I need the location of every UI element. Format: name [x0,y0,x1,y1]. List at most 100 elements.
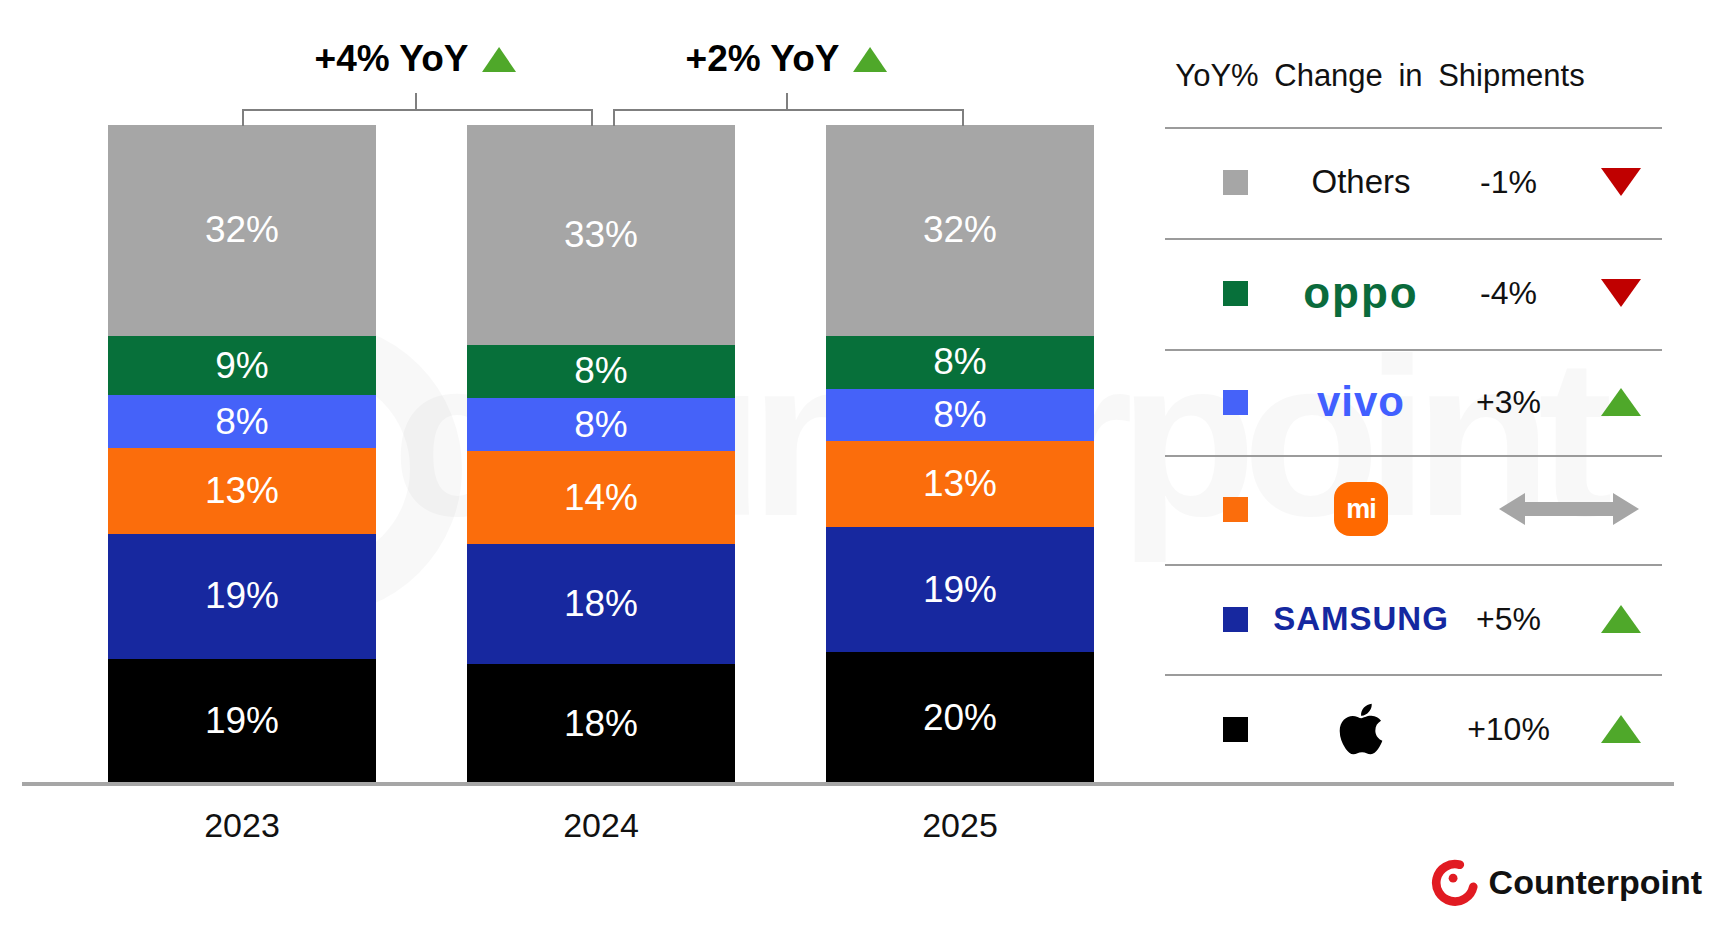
bar-segment-2023-apple: 19% [108,659,376,784]
legend-swatch-apple [1223,717,1248,742]
bar-segment-2024-oppo: 8% [467,345,735,398]
x-axis-label-2024: 2024 [467,806,735,845]
bar-2024: 18% 18% 14% 8% 8% 33% [467,125,735,784]
down-triangle-icon [1601,168,1641,196]
bar-segment-2025-oppo: 8% [826,336,1094,389]
down-triangle-icon [1601,279,1641,307]
 [1525,502,1613,516]
legend-divider-4 [1165,455,1662,457]
segment-value-label: 20% [923,697,997,739]
legend-arrow-cell-others [1561,168,1681,196]
bar-segment-2024-xiaomi: 14% [467,451,735,544]
yoy-bracket-tick-2 [786,93,788,110]
segment-value-label: 18% [564,583,638,625]
oppo-logo-text: oppo [1303,268,1419,318]
bar-segment-2024-others: 33% [467,125,735,345]
counterpoint-logo: Counterpoint [1431,858,1702,906]
yoy-bracket-2 [613,109,964,126]
segment-value-label: 13% [923,463,997,505]
legend-logo-vivo: vivo [1266,378,1456,426]
legend-logo-others: Others [1266,163,1456,201]
legend-change-samsung: +5% [1456,601,1561,638]
legend-divider-5 [1165,564,1662,566]
x-axis-baseline [22,782,1674,786]
legend-swatch-others [1223,170,1248,195]
segment-value-label: 32% [205,209,279,251]
legend-arrow-cell-vivo [1561,388,1681,416]
bar-segment-2025-xiaomi: 13% [826,441,1094,527]
legend-row-apple: +10% [1165,694,1680,764]
mi-logo-text: mi [1346,494,1376,525]
bar-2023: 19% 19% 13% 8% 9% 32% [108,125,376,784]
legend-divider-6 [1165,674,1662,676]
segment-value-label: 18% [564,703,638,745]
legend-logo-apple [1266,700,1456,758]
segment-value-label: 8% [215,401,268,443]
bar-segment-2023-others: 32% [108,125,376,336]
legend-swatch-samsung [1223,607,1248,632]
up-triangle-icon [1601,605,1641,633]
bar-2025: 20% 19% 13% 8% 8% 32% [826,125,1094,784]
xiaomi-mi-logo-icon: mi [1334,482,1388,536]
counterpoint-wordmark: Counterpoint [1489,863,1702,902]
segment-value-label: 19% [923,569,997,611]
legend-logo-samsung: SAMSUNG [1266,600,1456,638]
yoy-label-2: +2% YoY [686,38,888,80]
segment-value-label: 8% [933,341,986,383]
vivo-logo-text: vivo [1317,378,1405,426]
up-triangle-icon [482,47,516,72]
legend-row-others: Others -1% [1165,147,1680,217]
legend-change-apple: +10% [1456,711,1561,748]
segment-value-label: 32% [923,209,997,251]
legend-swatch-vivo [1223,390,1248,415]
up-triangle-icon [1601,388,1641,416]
legend-divider-3 [1165,349,1662,351]
 [1613,493,1639,525]
yoy-label-text: +2% YoY [686,38,840,80]
counterpoint-c-icon [1431,858,1479,906]
yoy-bracket-tick-1 [415,93,417,110]
legend-arrow-cell-oppo [1561,279,1681,307]
segment-value-label: 9% [215,345,268,387]
yoy-bracket-1 [242,109,593,126]
segment-value-label: 8% [574,404,627,446]
samsung-logo-text: SAMSUNG [1273,600,1449,638]
bar-segment-2023-oppo: 9% [108,336,376,395]
legend-logo-oppo: oppo [1266,268,1456,318]
up-triangle-icon [853,47,887,72]
bar-segment-2025-vivo: 8% [826,389,1094,442]
legend-divider-1 [1165,127,1662,129]
segment-value-label: 13% [205,470,279,512]
bar-segment-2024-samsung: 18% [467,544,735,664]
bar-segment-2025-others: 32% [826,125,1094,336]
segment-value-label: 19% [205,700,279,742]
bar-segment-2023-samsung: 19% [108,534,376,659]
legend-change-vivo: +3% [1456,384,1561,421]
legend-swatch-xiaomi [1223,497,1248,522]
bar-segment-2024-vivo: 8% [467,398,735,451]
legend-arrow-cell-samsung [1561,605,1681,633]
segment-value-label: 33% [564,214,638,256]
legend-arrow-cell-xiaomi [1456,493,1681,525]
up-triangle-icon [1601,715,1641,743]
others-logo-text: Others [1311,163,1410,201]
bar-segment-2024-apple: 18% [467,664,735,784]
legend-change-oppo: -4% [1456,275,1561,312]
legend-title: YoY% Change in Shipments [1150,58,1610,94]
segment-value-label: 8% [574,350,627,392]
legend-arrow-cell-apple [1561,715,1681,743]
apple-logo-icon [1335,700,1387,758]
legend-divider-2 [1165,238,1662,240]
flat-double-arrow-icon [1499,493,1639,525]
bar-segment-2025-apple: 20% [826,652,1094,784]
bar-segment-2023-vivo: 8% [108,395,376,448]
segment-value-label: 8% [933,394,986,436]
infographic-canvas: counterpoint 19%19%13%8%9%32%202318%18%1… [0,0,1722,951]
legend-row-samsung: SAMSUNG+5% [1165,584,1680,654]
legend-swatch-oppo [1223,281,1248,306]
legend-change-others: -1% [1456,164,1561,201]
legend-logo-xiaomi: mi [1266,482,1456,536]
legend-row-vivo: vivo +3% [1165,367,1680,437]
x-axis-label-2023: 2023 [108,806,376,845]
yoy-label-1: +4% YoY [315,38,517,80]
